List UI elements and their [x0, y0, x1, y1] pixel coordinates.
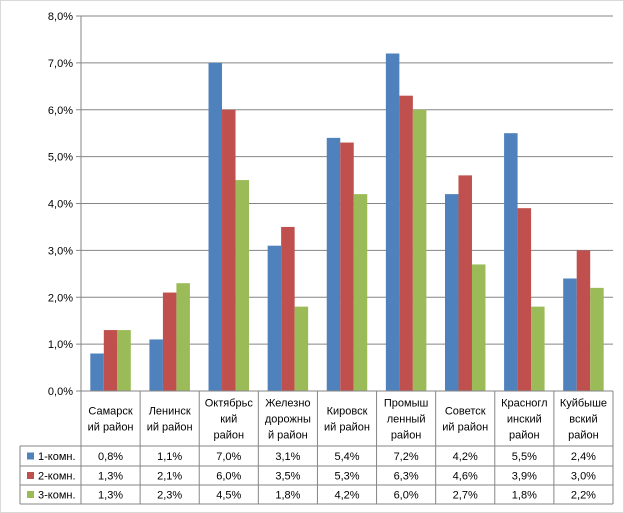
y-tick-label: 5,0%: [48, 152, 73, 164]
x-tick-label: Куйбыше: [560, 398, 607, 410]
bar-1-комн.: [385, 53, 400, 391]
data-label: 2,3%: [157, 490, 182, 502]
data-label: 4,2%: [453, 451, 478, 463]
data-table: Самарск ий район Ленинск ий район Октябрьс ки…: [19, 390, 614, 505]
bar-1-комн.: [444, 194, 459, 391]
bar-2-комн.: [162, 292, 177, 391]
x-tick-label: ий район: [442, 422, 488, 434]
bar-1-комн.: [267, 245, 282, 391]
data-label: 7,0%: [216, 451, 241, 463]
data-label: 6,3%: [394, 471, 419, 483]
data-label: 1,8%: [512, 490, 537, 502]
data-label: 1,3%: [98, 490, 123, 502]
legend-label: 2-комн.: [38, 471, 76, 483]
bars: [90, 53, 604, 391]
x-tick-label: Самарск: [88, 406, 132, 418]
y-axis: 0,0% 1,0% 2,0% 3,0% 4,0% 5,0% 6,0% 7,0% 8,0%: [48, 11, 82, 398]
bar-1-комн.: [90, 353, 104, 391]
data-label: 3,9%: [512, 471, 537, 483]
y-tick-label: 8,0%: [48, 11, 73, 23]
bar-1-комн.: [504, 133, 518, 391]
y-tick-label: 6,0%: [48, 105, 73, 117]
data-label: 0,8%: [98, 451, 123, 463]
y-tick-label: 2,0%: [48, 292, 73, 304]
bar-2-комн.: [222, 109, 236, 391]
legend-key-3-комн.: [27, 491, 34, 498]
y-tick-label: 4,0%: [48, 199, 73, 211]
data-label: 5,5%: [512, 451, 537, 463]
legend-key-2-комн.: [27, 472, 34, 479]
x-tick-label: Красногл: [501, 398, 548, 410]
x-tick-label: й район: [268, 430, 308, 442]
bar-3-комн.: [590, 287, 604, 391]
y-tick-label: 1,0%: [48, 339, 73, 351]
bar-2-комн.: [281, 226, 295, 391]
x-tick-label: ленный: [387, 414, 426, 426]
data-label: 1,3%: [98, 471, 123, 483]
legend-label: 1-комн.: [38, 451, 76, 463]
bar-3-комн.: [531, 306, 545, 391]
x-tick-label: район: [213, 430, 244, 442]
data-label: 7,2%: [394, 451, 419, 463]
data-label: 6,0%: [216, 471, 241, 483]
bar-3-комн.: [235, 180, 250, 391]
bar-2-комн.: [399, 95, 413, 391]
x-tick-label: дорожны: [265, 414, 311, 426]
data-label: 2,2%: [571, 490, 596, 502]
bar-2-комн.: [517, 208, 532, 391]
y-tick-label: 0,0%: [48, 386, 73, 398]
x-tick-label: Советск: [445, 406, 486, 418]
bar-3-комн.: [353, 194, 368, 391]
bar-2-комн.: [340, 142, 354, 391]
legend-key-1-комн.: [27, 452, 34, 460]
x-tick-label: ий район: [147, 422, 193, 434]
x-tick-label: Ленинск: [149, 406, 191, 418]
data-label: 3,0%: [571, 471, 596, 483]
bar-3-комн.: [294, 306, 309, 391]
x-tick-label: район: [568, 430, 599, 442]
data-label: 6,0%: [394, 490, 419, 502]
bar-3-комн.: [412, 109, 427, 391]
data-label: 2,7%: [453, 490, 478, 502]
y-tick-label: 3,0%: [48, 245, 73, 257]
bar-3-комн.: [117, 330, 131, 391]
bar-1-комн.: [326, 137, 341, 391]
x-tick-label: Кировск: [327, 406, 368, 418]
data-label: 4,6%: [453, 471, 478, 483]
x-tick-label: ий район: [324, 422, 370, 434]
legend-label: 3-комн.: [38, 490, 76, 502]
bar-2-комн.: [576, 250, 591, 391]
x-tick-label: инский: [507, 414, 542, 426]
bar-1-комн.: [149, 339, 163, 391]
x-tick-label: вский: [569, 414, 597, 426]
x-tick-label: Промыш: [384, 398, 429, 410]
bar-1-комн.: [563, 278, 577, 391]
y-tick-label: 7,0%: [48, 58, 73, 70]
x-tick-label: район: [391, 430, 422, 442]
x-tick-label: район: [509, 430, 540, 442]
x-tick-label: ий район: [88, 422, 134, 434]
x-tick-label: Железно: [265, 398, 310, 410]
bar-2-комн.: [458, 175, 472, 391]
x-tick-label: Октябрьс: [205, 398, 254, 410]
data-label: 2,4%: [571, 451, 596, 463]
data-label: 4,2%: [334, 490, 359, 502]
data-label: 3,1%: [275, 451, 300, 463]
data-label: 1,8%: [275, 490, 300, 502]
bar-3-комн.: [471, 264, 486, 391]
data-label: 3,5%: [275, 471, 300, 483]
data-label: 1,1%: [157, 451, 182, 463]
bar-2-комн.: [103, 330, 118, 391]
data-label: 2,1%: [157, 471, 182, 483]
data-label: 5,3%: [334, 471, 359, 483]
x-tick-label: кий: [220, 414, 237, 426]
bar-3-комн.: [176, 283, 190, 391]
bar-1-комн.: [208, 62, 223, 391]
data-label: 5,4%: [334, 451, 359, 463]
data-label: 4,5%: [216, 490, 241, 502]
